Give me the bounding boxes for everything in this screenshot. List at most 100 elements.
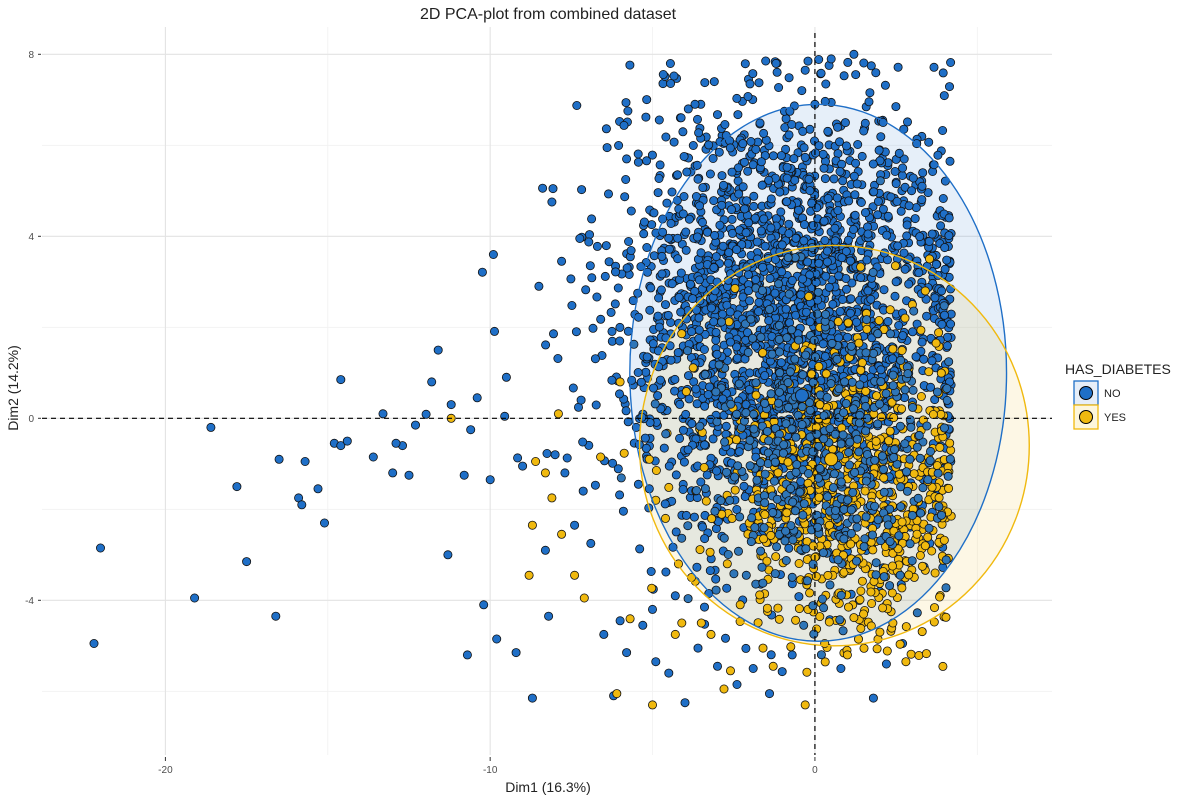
point-yes bbox=[735, 600, 745, 610]
point-no bbox=[733, 110, 743, 120]
point-no bbox=[822, 392, 832, 402]
point-yes bbox=[766, 530, 776, 540]
point-no bbox=[730, 472, 740, 482]
point-no bbox=[814, 258, 824, 268]
point-no bbox=[735, 512, 745, 522]
point-yes bbox=[751, 390, 761, 400]
point-yes bbox=[696, 618, 706, 628]
point-no bbox=[891, 102, 901, 112]
point-no bbox=[852, 179, 862, 189]
point-yes bbox=[647, 583, 657, 593]
point-no bbox=[673, 233, 683, 243]
point-no bbox=[700, 534, 710, 544]
point-no bbox=[917, 195, 927, 205]
point-no bbox=[721, 633, 731, 643]
point-no bbox=[732, 93, 742, 103]
point-yes bbox=[719, 684, 729, 694]
point-no bbox=[917, 337, 927, 347]
point-no bbox=[848, 487, 858, 497]
point-no bbox=[876, 377, 886, 387]
point-no bbox=[820, 235, 830, 245]
point-no bbox=[620, 192, 630, 202]
point-no bbox=[711, 585, 721, 595]
point-no bbox=[581, 285, 591, 295]
point-no bbox=[781, 419, 791, 429]
point-no bbox=[560, 468, 570, 478]
point-no bbox=[826, 379, 836, 389]
point-yes bbox=[920, 541, 930, 551]
point-yes bbox=[664, 482, 674, 492]
point-no bbox=[660, 499, 670, 509]
point-no bbox=[641, 112, 651, 122]
point-no bbox=[751, 144, 761, 154]
point-no bbox=[690, 99, 700, 109]
point-no bbox=[673, 170, 683, 180]
point-no bbox=[922, 421, 932, 431]
point-no bbox=[852, 317, 862, 327]
point-no bbox=[801, 544, 811, 554]
point-no bbox=[755, 118, 765, 128]
point-no bbox=[839, 408, 849, 418]
point-no bbox=[472, 393, 482, 403]
point-no bbox=[833, 555, 843, 565]
point-no bbox=[879, 285, 889, 295]
point-no bbox=[845, 308, 855, 318]
point-no bbox=[766, 194, 776, 204]
legend-label-yes: YES bbox=[1104, 412, 1126, 424]
point-no bbox=[670, 374, 680, 384]
point-no bbox=[945, 156, 955, 166]
point-no bbox=[835, 166, 845, 176]
point-no bbox=[946, 319, 956, 329]
point-no bbox=[801, 350, 811, 360]
point-no bbox=[892, 196, 902, 206]
point-no bbox=[667, 187, 677, 197]
point-no bbox=[745, 461, 755, 471]
point-no bbox=[916, 508, 926, 518]
point-no bbox=[626, 245, 636, 255]
point-no bbox=[843, 332, 853, 342]
point-no bbox=[190, 593, 200, 603]
point-no bbox=[861, 512, 871, 522]
point-no bbox=[709, 263, 719, 273]
point-no bbox=[751, 341, 761, 351]
point-yes bbox=[557, 529, 567, 539]
point-yes bbox=[930, 568, 940, 578]
point-no bbox=[738, 292, 748, 302]
point-no bbox=[641, 367, 651, 377]
point-no bbox=[791, 432, 801, 442]
point-no bbox=[578, 486, 588, 496]
point-yes bbox=[547, 493, 557, 503]
point-no bbox=[748, 69, 758, 79]
point-no bbox=[501, 372, 511, 382]
point-no bbox=[666, 218, 676, 228]
point-no bbox=[844, 196, 854, 206]
point-yes bbox=[879, 324, 889, 334]
point-yes bbox=[856, 623, 866, 633]
point-no bbox=[391, 438, 401, 448]
point-no bbox=[909, 306, 919, 316]
point-yes bbox=[927, 546, 937, 556]
point-no bbox=[770, 457, 780, 467]
point-no bbox=[606, 307, 616, 317]
point-no bbox=[770, 288, 780, 298]
point-no bbox=[927, 356, 937, 366]
point-no bbox=[894, 320, 904, 330]
point-no bbox=[691, 191, 701, 201]
point-no bbox=[844, 460, 854, 470]
point-no bbox=[718, 241, 728, 251]
point-no bbox=[682, 167, 692, 177]
point-no bbox=[861, 208, 871, 218]
point-no bbox=[852, 434, 862, 444]
point-no bbox=[873, 210, 883, 220]
point-no bbox=[800, 220, 810, 230]
point-no bbox=[681, 227, 691, 237]
point-no bbox=[673, 348, 683, 358]
point-yes bbox=[677, 329, 687, 339]
point-no bbox=[913, 493, 923, 503]
point-no bbox=[621, 406, 631, 416]
point-no bbox=[733, 163, 743, 173]
point-no bbox=[621, 174, 631, 184]
point-no bbox=[770, 569, 780, 579]
point-no bbox=[611, 267, 621, 277]
point-no bbox=[588, 323, 598, 333]
